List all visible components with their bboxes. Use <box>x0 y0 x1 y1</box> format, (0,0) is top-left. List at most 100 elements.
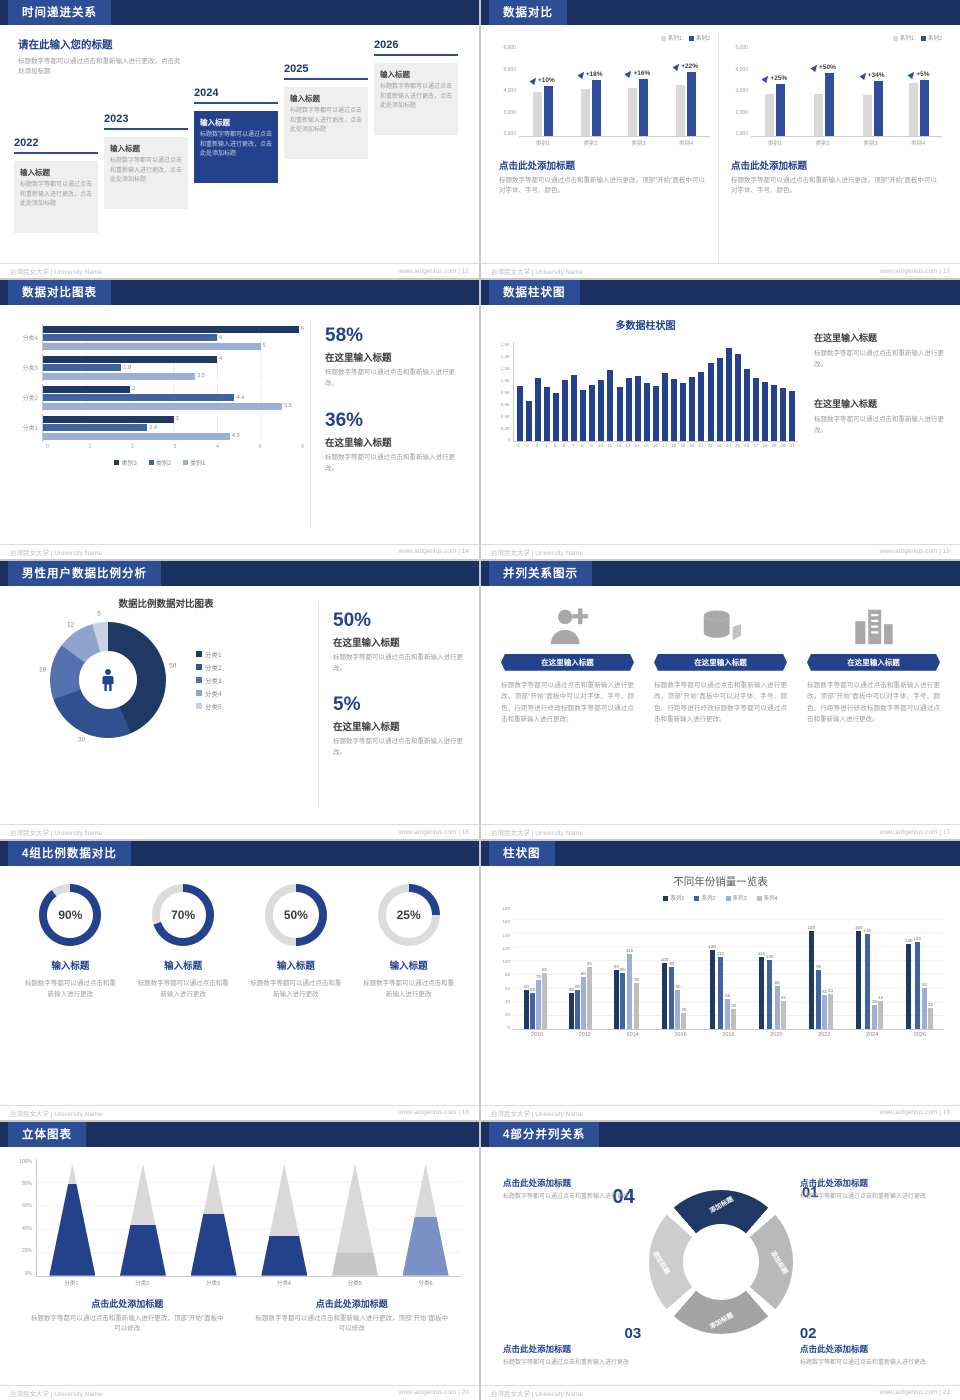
footer-page: www.aotgenius.com | 13 <box>879 267 950 275</box>
y-tick: 2,000 <box>503 131 516 137</box>
legend-item: 类别1 <box>183 458 206 468</box>
slide-13-data-comparison[interactable]: 数据对比 系列1 系列2 6,000 5,000 4,000 3,000 2,000 +10%… <box>481 0 960 279</box>
legend-item: 系列2 <box>694 894 716 902</box>
footer-site: www.aotgenius.com <box>398 828 457 836</box>
ratio-column: 50% 输入标题 标题数字等都可以通过点击和重新输入进行更改 <box>248 884 345 1104</box>
timeline-card-text: 标题数字等都可以通过点击和重新输入进行更改，点击此处添加标题 <box>380 84 453 110</box>
slide-body: 分类4 6 4 5 分类3 4 1.8 3.5 分类2 2 4.4 5.5 分类1 3 2.4 4.3 0 1 2 3… <box>0 305 479 543</box>
value-label: 100 <box>660 957 669 963</box>
bar <box>634 376 641 442</box>
stat-block: 50% 在这里输入标题 标题数字等都可以通过点击和重新输入进行更改。 <box>333 610 465 674</box>
y-tick: 4,000 <box>735 66 748 73</box>
x-tick: 7 <box>572 443 575 449</box>
timeline-card: 输入标题 标题数字等都可以通过点击和重新输入进行更改，点击此处添加标题 <box>284 87 368 159</box>
footer-site: www.aotgenius.com <box>879 267 938 275</box>
text-block: 点击此处添加标题 标题数字等都可以通过点击和重新输入进行更改 <box>503 1177 641 1203</box>
block-title: 点击此处添加标题 <box>800 1344 869 1355</box>
bar <box>698 372 705 442</box>
intro-block: 请在此输入您的标题 标题数字等都可以通过点击和重新输入进行更改，点击此处添加标题 <box>18 37 186 78</box>
annotation-label: +22% <box>681 63 699 70</box>
bars-row: 60 55 75 85 55 60 80 95 90 85 115 70 100 95 60 25 120 110… <box>513 906 944 1031</box>
y-axis: 100% 80% 60% 40% 20% 0% <box>12 1159 36 1277</box>
x-tick: 分类6 <box>418 1280 433 1287</box>
value-label: 60 <box>523 984 529 990</box>
block-text: 标题数字等都可以通过点击和重新输入进行更改，顶部“开始”面板中可以修改 <box>255 1314 449 1332</box>
annotation: +16% <box>624 68 650 79</box>
bar-column <box>643 383 650 442</box>
value-label: 62 <box>921 982 927 988</box>
footer-page-number: 13 <box>942 267 950 275</box>
bar <box>589 385 596 442</box>
legend-swatch <box>756 895 762 901</box>
bar-column: 42 <box>878 995 883 1030</box>
slide-14-comparison-chart[interactable]: 数据对比图表 分类4 6 4 5 分类3 4 1.8 3.5 分类2 2 4.4 5.5 分类1 3 2.4… <box>0 280 479 559</box>
y-tick: 80 <box>504 972 510 978</box>
bar-column: 85 <box>541 967 547 1030</box>
x-tick: 2020 <box>770 1032 783 1039</box>
annotation: +34% <box>859 70 885 81</box>
footer-university: 台湾民文大学 | University Name <box>10 1390 102 1398</box>
legend-swatch <box>892 35 898 41</box>
slide-footer: 台湾民文大学 | University Name www.aotgenius.c… <box>481 1104 960 1120</box>
slide-12-time-progression[interactable]: 时间递进关系 请在此输入您的标题 标题数字等都可以通过点击和重新输入进行更改，点… <box>0 0 479 279</box>
footer-page-number: 16 <box>461 828 469 836</box>
plot-area: 60 55 75 85 55 60 80 95 90 85 115 70 100 95 60 25 120 110… <box>513 906 944 1038</box>
y-tick: 0.8K <box>500 389 510 395</box>
slide-16-male-ratio-analysis[interactable]: 男性用户数据比例分析 数据比例数据对比图表 50 30 18 12 5 分类1 分类2 分类… <box>0 560 479 840</box>
slide-header: 数据柱状图 <box>481 280 960 306</box>
value-label: 115 <box>625 948 634 954</box>
cycle-hole <box>682 1223 759 1300</box>
slide-header: 数据对比图表 <box>0 280 479 306</box>
bar-column: 95 <box>586 961 592 1030</box>
legend-swatch <box>920 35 926 41</box>
bar <box>928 1008 933 1030</box>
footer-university: 台湾民文大学 | University Name <box>10 549 102 557</box>
chart-panel: 数据比例数据对比图表 50 30 18 12 5 分类1 分类2 分类3 分类4 分类5 <box>0 586 318 824</box>
annotation-label: +34% <box>867 72 885 79</box>
column-text: 标题数字等都可以通过点击和重新输入进行更改，顶部“开始”面板中可以对字体、字号、… <box>654 681 787 723</box>
stat-block: 5% 在这里输入标题 标题数字等都可以通过点击和重新输入进行更改。 <box>333 694 465 758</box>
bar-column: 105 <box>766 954 774 1030</box>
footer-page: www.aotgenius.com | 21 <box>879 1389 950 1397</box>
slide-19-bar-chart[interactable]: 柱状图 不同年份销量一览表 系列1 系列2 系列3 系列4 180 160 140 120 1… <box>481 841 960 1120</box>
legend-swatch <box>183 460 189 466</box>
bar <box>689 377 696 442</box>
donut-chart: 50 30 18 12 5 <box>39 611 176 744</box>
bar-column: 110 <box>758 951 765 1030</box>
timeline-card-text: 标题数字等都可以通过点击和重新输入进行更改，点击此处添加标题 <box>200 132 273 158</box>
bar-column: 90 <box>613 964 619 1030</box>
value-label: 105 <box>766 954 774 960</box>
value-label: 85 <box>619 967 625 973</box>
y-tick: 1.6K <box>500 342 510 348</box>
bar <box>789 391 796 442</box>
value-label: 130 <box>904 938 913 944</box>
bar <box>822 995 828 1030</box>
slide-20-3d-chart[interactable]: 立体图表 100% 80% 60% 40% 20% 0% 分类1 分类2 分类3 分类4 分类5 分类… <box>0 1121 479 1400</box>
bar <box>676 85 686 136</box>
slide-18-four-ratio-comparison[interactable]: 4组比例数据对比 90% 输入标题 标题数字等都可以通过点击和重新输入进行更改 70%… <box>0 841 479 1120</box>
legend-swatch <box>196 689 202 696</box>
slide-footer: 台湾民文大学 | University Name www.aotgenius.c… <box>481 1384 960 1400</box>
legend-swatch <box>660 35 666 41</box>
x-tick: 0 <box>46 444 49 451</box>
chart-title: 数据比例数据对比图表 <box>118 598 214 610</box>
bar-column <box>534 378 541 442</box>
slide-21-four-part-cycle[interactable]: 4部分并列关系 添加标题 添加标题 添加标题 添加标题 01 02 03 04 … <box>481 1121 960 1400</box>
slide-17-parallel-relationship[interactable]: 并列关系图示 在这里输入标题 标题数字等都可以通过点击和重新输入进行更改，顶部“… <box>481 560 960 840</box>
timeline-card: 输入标题 标题数字等都可以通过点击和重新输入进行更改，点击此处添加标题 <box>14 161 98 233</box>
slide-title: 男性用户数据比例分析 <box>8 560 161 586</box>
slide-15-column-chart[interactable]: 数据柱状图 多数据柱状图 1.6K 1.4K 1.2K 1.0K 0.8K 0.6K 0.4… <box>481 280 960 559</box>
bar <box>856 931 862 1030</box>
legend-label: 类别1 <box>190 461 206 468</box>
bar <box>743 369 750 442</box>
annotation-label: +18% <box>585 71 603 78</box>
block-title: 点击此处添加标题 <box>315 1298 388 1309</box>
bar <box>709 950 715 1030</box>
x-tick: 类别3 <box>631 141 646 147</box>
y-tick: 60% <box>21 1203 32 1210</box>
bar-column: 132 <box>913 936 921 1030</box>
legend-item: 类别2 <box>148 458 171 467</box>
footer-page: www.aotgenius.com | 15 <box>879 548 950 556</box>
x-tick: 类别3 <box>863 141 878 147</box>
x-tick: 2014 <box>626 1032 639 1039</box>
